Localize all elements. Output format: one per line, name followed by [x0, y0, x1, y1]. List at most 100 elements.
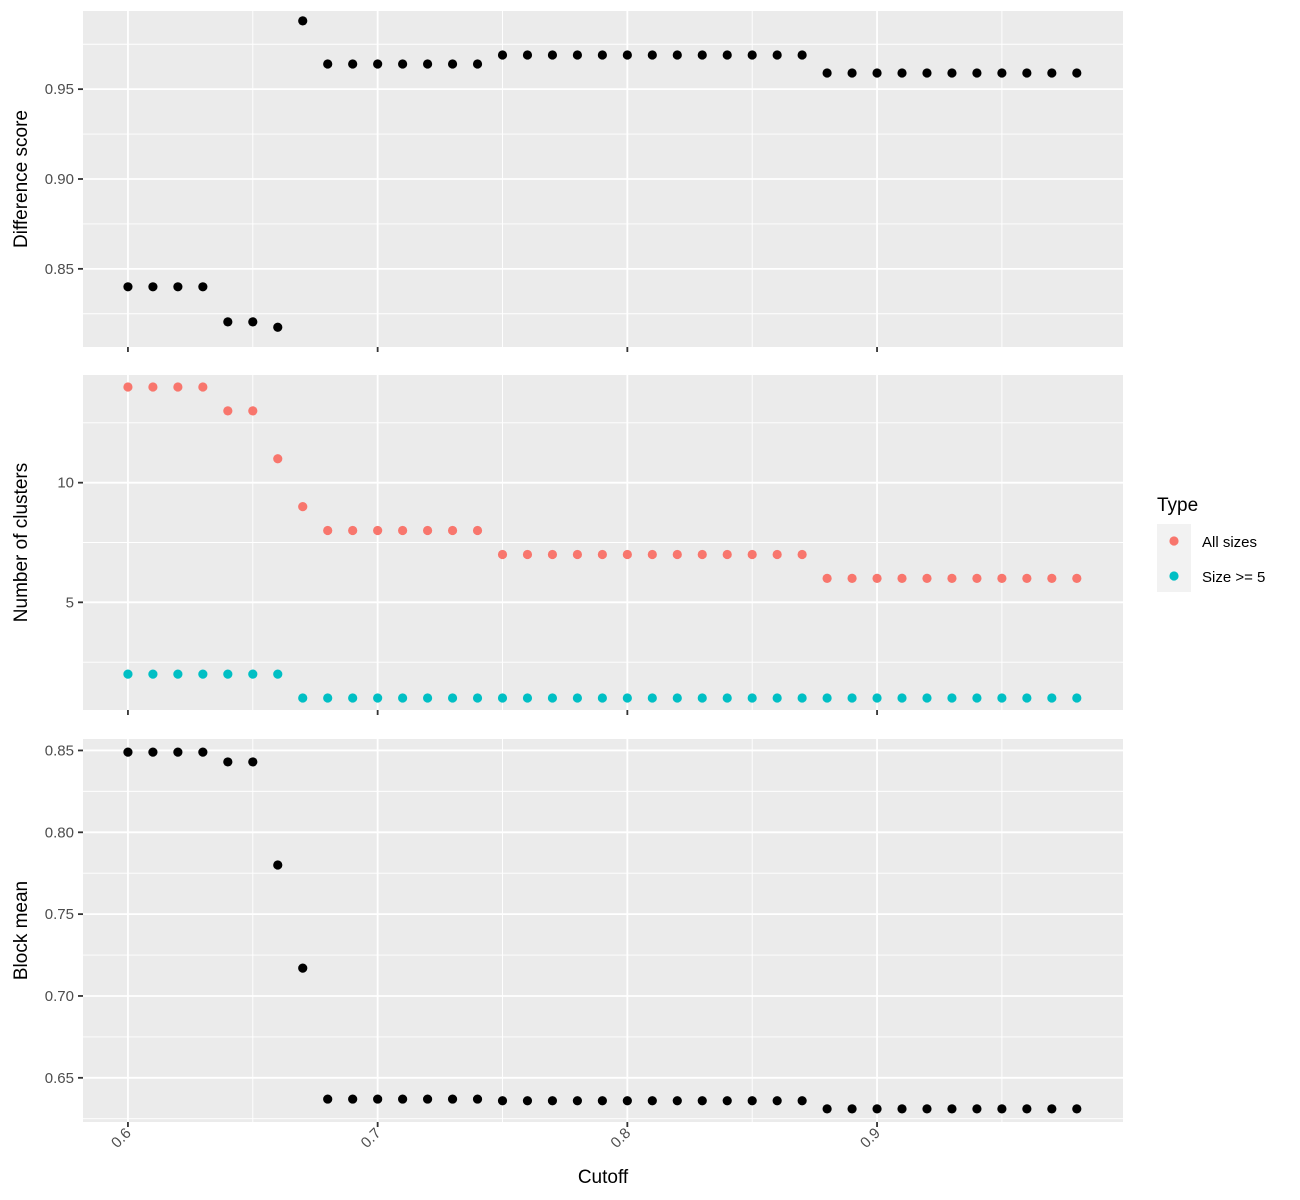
data-point — [1072, 68, 1082, 78]
data-point — [697, 50, 707, 60]
data-point — [323, 1094, 333, 1104]
y-axis-title: Number of clusters — [11, 463, 32, 622]
chart-panels: 0.85 0.90 0.95 Difference score 5 10 Number of… — [11, 11, 1123, 1152]
data-point — [997, 573, 1007, 583]
data-point — [847, 1104, 857, 1114]
data-point — [747, 50, 757, 60]
data-point — [373, 59, 383, 69]
y-tick-label: 0.95 — [45, 81, 74, 98]
legend-marker-all-sizes — [1169, 536, 1179, 546]
data-point — [922, 573, 932, 583]
y-tick-label: 5 — [66, 594, 74, 611]
data-point — [972, 573, 982, 583]
data-point — [198, 382, 208, 392]
data-point — [747, 1096, 757, 1106]
data-point — [497, 693, 508, 703]
data-point — [872, 693, 882, 703]
data-point — [298, 963, 308, 973]
data-point — [647, 50, 657, 60]
data-point — [672, 549, 682, 560]
data-point — [722, 50, 732, 60]
data-point — [398, 1094, 408, 1104]
legend-label-all-sizes: All sizes — [1202, 534, 1257, 551]
data-point — [572, 1096, 583, 1106]
y-tick-label: 0.85 — [45, 742, 74, 759]
series-points-0 — [123, 16, 1082, 332]
legend-label-size-5: Size >= 5 — [1202, 569, 1265, 586]
x-axis-title: Cutoff — [578, 1167, 629, 1188]
data-point — [348, 525, 358, 536]
data-point — [772, 1096, 782, 1106]
data-point — [123, 382, 133, 392]
data-point — [422, 525, 433, 536]
data-point — [972, 1104, 982, 1114]
data-point — [747, 549, 757, 560]
data-point — [1047, 68, 1057, 78]
y-axis-title: Block mean — [11, 881, 32, 980]
x-tick-label: 0.9 — [857, 1125, 884, 1152]
data-point — [847, 693, 857, 703]
data-point — [872, 573, 882, 583]
data-point — [348, 59, 358, 69]
data-point — [422, 1094, 433, 1104]
data-point — [1022, 1104, 1032, 1114]
data-point — [1072, 693, 1082, 703]
data-point — [373, 693, 383, 703]
panel-background — [83, 739, 1123, 1122]
data-point — [622, 50, 632, 60]
data-point — [298, 16, 308, 26]
data-point — [398, 693, 408, 703]
data-point — [672, 693, 682, 703]
y-tick-label: 0.80 — [45, 824, 74, 841]
data-point — [547, 549, 558, 560]
data-point — [897, 693, 907, 703]
data-point — [622, 1096, 632, 1106]
data-point — [972, 693, 982, 703]
data-point — [822, 573, 832, 583]
data-point — [547, 50, 558, 60]
data-point — [422, 693, 433, 703]
data-point — [672, 50, 682, 60]
x-tick-label: 0.7 — [358, 1125, 385, 1152]
data-point — [373, 1094, 383, 1104]
data-point — [597, 1096, 607, 1106]
data-point — [722, 693, 732, 703]
data-point — [323, 525, 333, 536]
data-point — [797, 693, 807, 703]
x-tick-label: 0.8 — [607, 1125, 634, 1152]
data-point — [697, 693, 707, 703]
data-point — [872, 68, 882, 78]
data-point — [173, 382, 183, 392]
data-point — [872, 1104, 882, 1114]
data-point — [672, 1096, 682, 1106]
data-point — [198, 669, 208, 679]
data-point — [947, 573, 957, 583]
data-point — [697, 549, 707, 560]
data-point — [1047, 1104, 1057, 1114]
data-point — [922, 68, 932, 78]
series-size-5 — [123, 669, 1082, 703]
panel-difference-score: 0.85 0.90 0.95 Difference score — [11, 11, 1123, 352]
data-point — [398, 525, 408, 536]
legend-title: Type — [1157, 495, 1198, 516]
data-point — [772, 50, 782, 60]
data-point — [522, 693, 533, 703]
data-point — [597, 549, 607, 560]
data-point — [248, 317, 258, 327]
y-tick-label: 0.90 — [45, 171, 74, 188]
data-point — [772, 549, 782, 560]
data-point — [497, 50, 508, 60]
data-point — [248, 406, 258, 416]
panel-number-of-clusters: 5 10 Number of clusters — [11, 375, 1123, 715]
data-point — [223, 406, 233, 416]
data-point — [148, 669, 158, 679]
data-point — [497, 549, 508, 560]
data-point — [922, 693, 932, 703]
data-point — [223, 757, 233, 767]
data-point — [822, 68, 832, 78]
data-point — [647, 1096, 657, 1106]
data-point — [747, 693, 757, 703]
data-point — [1022, 693, 1032, 703]
legend-marker-size-5 — [1169, 571, 1179, 581]
